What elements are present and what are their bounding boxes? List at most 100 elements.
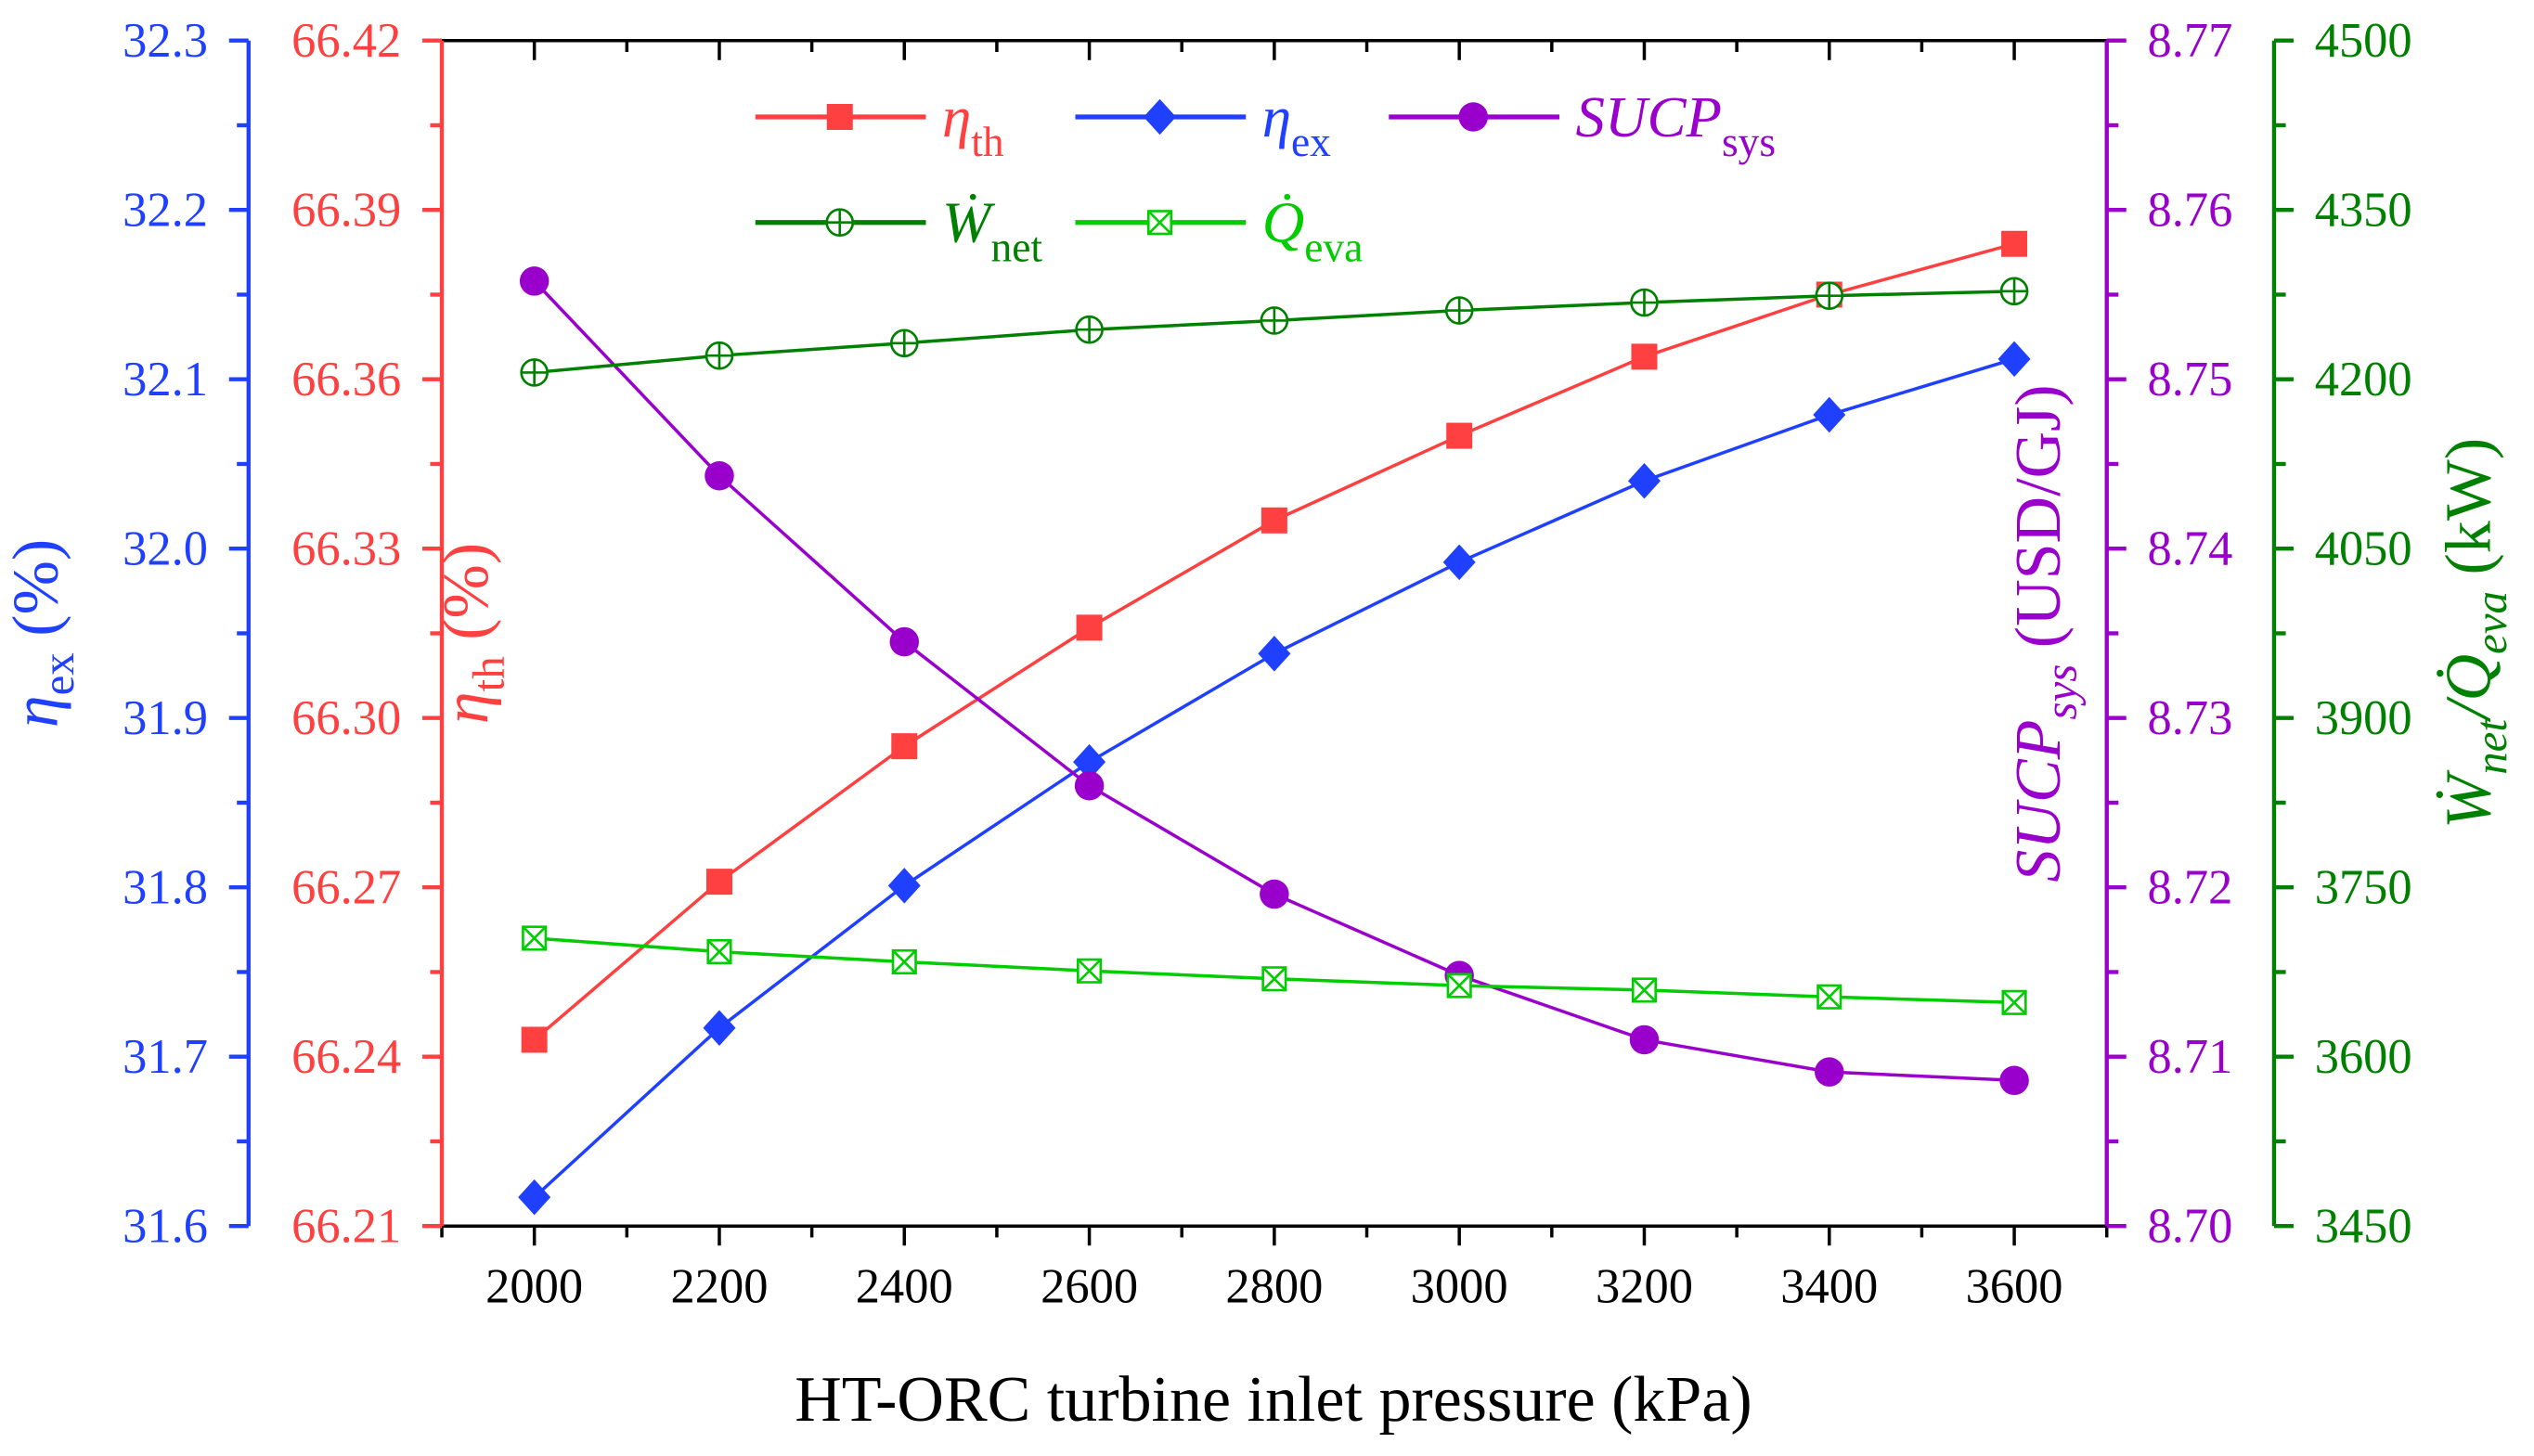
x-tick-label: 3000	[1411, 1259, 1508, 1313]
y-tick-label-ex: 32.1	[123, 353, 208, 406]
legend-label-sub: th	[971, 118, 1004, 165]
x-tick-label: 2200	[670, 1259, 768, 1313]
data-point	[1260, 879, 1289, 909]
y-tick-label-w: 4350	[2315, 184, 2412, 238]
y-tick-label-w: 3450	[2315, 1200, 2412, 1254]
legend-label-main: Q̇	[1262, 190, 1305, 255]
legend-swatch-marker	[826, 103, 853, 130]
y-axis-title-th: ηth (%)	[431, 543, 513, 724]
data-point	[1074, 770, 1105, 801]
y-tick-label-th: 66.33	[291, 522, 401, 576]
axis-title-main: SUCP	[2003, 720, 2075, 883]
y-tick-label-sucp: 8.77	[2147, 14, 2232, 68]
y-tick-label-th: 66.27	[291, 861, 401, 915]
series-line	[533, 357, 2015, 1199]
y-axis-title-ex: ηex (%)	[0, 539, 83, 728]
y-tick-label-ex: 32.2	[123, 184, 208, 238]
legend-label: SUCPsys	[1575, 84, 1776, 165]
axis-title-unit: (kW)	[2434, 438, 2505, 591]
x-tick-label: 2800	[1225, 1259, 1323, 1313]
data-point	[891, 733, 918, 760]
x-tick-label: 2000	[485, 1259, 583, 1313]
y-tick-label-w: 3750	[2315, 861, 2412, 915]
y-tick-label-w: 4200	[2315, 353, 2412, 406]
data-point	[518, 1179, 551, 1216]
data-point	[1073, 743, 1106, 780]
x-axis-title: HT-ORC turbine inlet pressure (kPa)	[795, 1364, 1752, 1436]
legend-label-sub: eva	[1304, 224, 1363, 271]
axis-title-sub: sys	[2035, 664, 2086, 720]
legend-label-main: η	[1262, 84, 1291, 149]
axis-title-sub: ex	[32, 652, 84, 695]
data-point-cross	[521, 359, 548, 386]
y-axis-title-w: Ẇnet/Q̇eva (kW)	[2434, 438, 2516, 829]
y-tick-label-w: 4050	[2315, 522, 2412, 576]
data-point	[1261, 507, 1287, 534]
axis-title-mid: /Q̇	[2434, 654, 2505, 723]
legend-swatch-marker-cross	[826, 209, 853, 236]
data-point	[705, 869, 732, 896]
data-point-cross	[1446, 297, 1473, 324]
y-tick-label-sucp: 8.76	[2147, 184, 2232, 238]
legend-item: Ẇnet	[755, 190, 1042, 271]
legend-swatch-marker	[1458, 102, 1488, 132]
data-point	[1815, 1057, 1844, 1087]
axis-title-unit: (%)	[431, 543, 502, 656]
data-point-x	[706, 939, 732, 964]
y-tick-label-w: 3600	[2315, 1030, 2412, 1084]
y-tick-label-th: 66.42	[291, 14, 401, 68]
series-w-3	[520, 277, 2029, 387]
axis-title-main: η	[431, 691, 502, 724]
legend-label-main: Ẇ	[942, 190, 996, 255]
data-point-x	[892, 949, 917, 974]
y-tick-label-w: 3900	[2315, 691, 2412, 745]
data-point-cross	[1631, 290, 1658, 316]
data-point-x	[1816, 985, 1842, 1010]
axis-title-unit: (%)	[0, 539, 71, 652]
series-line	[533, 279, 2015, 1083]
data-point-cross	[1076, 316, 1103, 343]
series-th-0	[521, 230, 2028, 1053]
data-point	[521, 1026, 548, 1053]
data-point	[1446, 422, 1473, 449]
x-tick-label: 3400	[1780, 1259, 1878, 1313]
axis-title-main: η	[0, 695, 71, 728]
y-tick-label-th: 66.36	[291, 353, 401, 406]
data-point	[1076, 614, 1103, 641]
y-tick-label-ex: 31.6	[123, 1200, 208, 1254]
y-tick-label-th: 66.30	[291, 691, 401, 745]
legend-label: ηth	[942, 84, 1004, 165]
data-point	[1442, 544, 1476, 581]
axes: 2000 2200 2400 2600 2800 3000 3200 3400 3600 31.6…	[0, 14, 2516, 1313]
legend-label-main: SUCP	[1575, 84, 1721, 149]
x-tick-label: 3600	[1966, 1259, 2063, 1313]
y-axis-title-sucp: SUCPsys (USD/GJ)	[2003, 384, 2086, 882]
legend-swatch-marker	[1144, 98, 1177, 135]
y-tick-label-w: 4500	[2315, 14, 2412, 68]
y-tick-label-sucp: 8.73	[2147, 691, 2232, 745]
data-point-cross	[705, 342, 732, 369]
data-point	[1627, 462, 1661, 499]
data-point	[1629, 1024, 1660, 1055]
y-tick-label-sucp: 8.72	[2147, 861, 2232, 915]
x-tick-label: 3200	[1596, 1259, 1693, 1313]
axis-title-sub: net	[2465, 718, 2516, 775]
y-tick-label-sucp: 8.75	[2147, 353, 2232, 406]
legend-label: Ẇnet	[942, 190, 1042, 271]
data-point	[1813, 396, 1846, 433]
data-point-cross	[1261, 307, 1287, 334]
data-point	[2001, 230, 2028, 257]
legend-label: ηex	[1262, 84, 1331, 165]
data-point	[1631, 343, 1658, 370]
data-point-x	[2001, 990, 2027, 1015]
data-point-cross	[891, 329, 918, 356]
data-point-x	[522, 925, 547, 951]
data-point-x	[1261, 966, 1287, 991]
axis-title-sub: th	[463, 656, 514, 691]
data-point	[1999, 1065, 2029, 1096]
data-point-x	[1632, 977, 1657, 1003]
legend-label: Q̇eva	[1262, 190, 1364, 271]
legend-item: ηex	[1075, 84, 1331, 165]
data-point	[887, 868, 921, 904]
